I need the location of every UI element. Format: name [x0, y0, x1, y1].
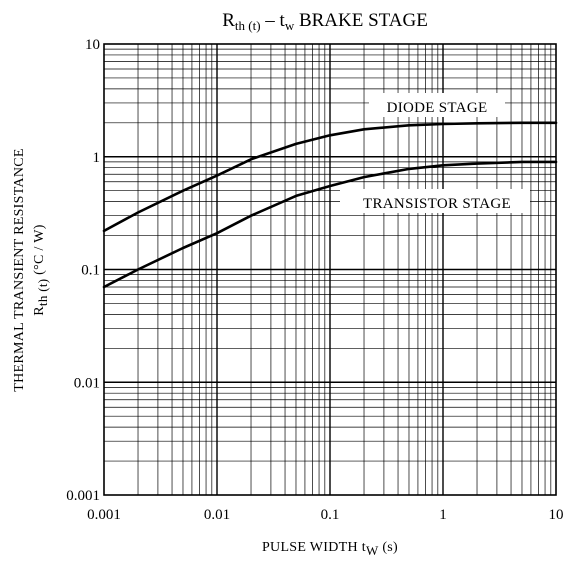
series-layer: [102, 121, 558, 289]
y-tick-label: 0.001: [66, 488, 100, 504]
y-tick-label: 1: [93, 150, 101, 166]
series-label-diode: DIODE STAGE: [387, 100, 488, 116]
ticks-layer: 0.001 0.01 0.1 1 10 0.001 0.01 0.1 1 10: [66, 37, 563, 523]
series-label-transistor: TRANSISTOR STAGE: [363, 196, 511, 212]
series-line-transistor: [102, 160, 558, 289]
plot-frame: [103, 43, 557, 496]
chart-title: Rth (t) – tw BRAKE STAGE: [222, 10, 428, 33]
x-tick-label: 0.1: [321, 507, 340, 523]
grid-major: [104, 44, 556, 495]
y-tick-label: 0.01: [74, 375, 100, 391]
x-tick-label: 0.001: [87, 507, 121, 523]
x-axis-label: PULSE WIDTH tW (s): [262, 540, 398, 558]
transistor-label-bg: [340, 189, 530, 213]
y-tick-label: 10: [85, 37, 100, 53]
y-tick-label: 0.1: [81, 263, 100, 279]
x-tick-label: 10: [549, 507, 564, 523]
x-tick-label: 1: [439, 507, 447, 523]
y-axis-label-line2: Rth (t) (°C / W): [32, 224, 50, 315]
diode-label-bg: [369, 93, 505, 117]
y-axis-label-line1: THERMAL TRANSIENT RESISTANCE: [12, 148, 27, 391]
x-tick-label: 0.01: [204, 507, 230, 523]
series-line-diode: [102, 121, 558, 233]
